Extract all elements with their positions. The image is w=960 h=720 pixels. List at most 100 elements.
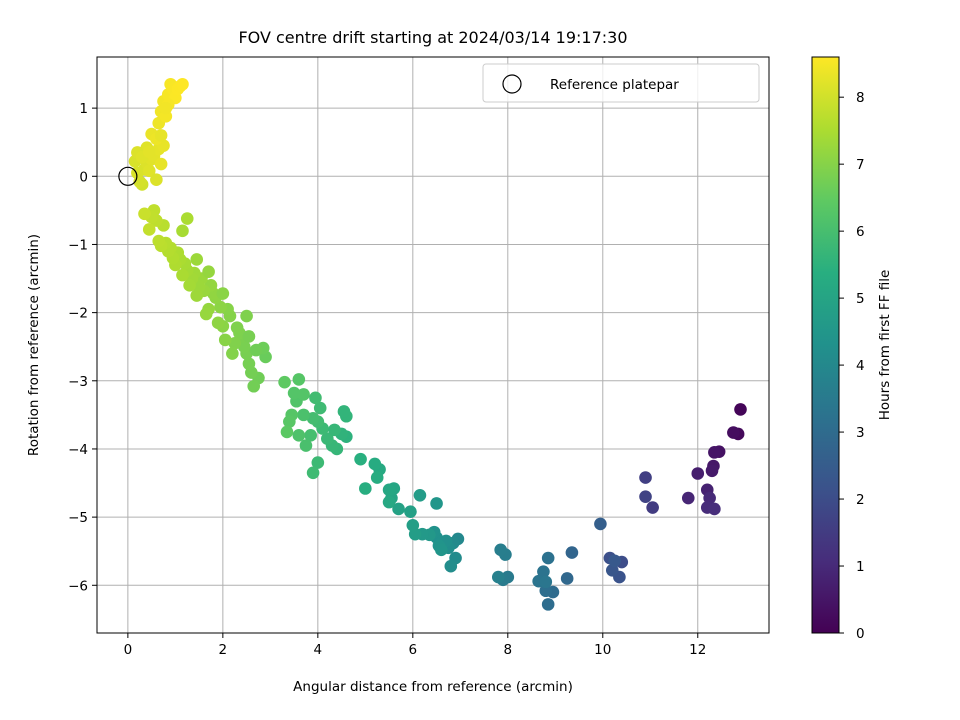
- data-point: [560, 572, 574, 585]
- data-point: [306, 466, 320, 480]
- data-point: [138, 207, 151, 221]
- x-tick-label: 10: [594, 642, 611, 658]
- data-point: [541, 598, 555, 611]
- colorbar-gradient: [811, 56, 840, 634]
- data-point: [382, 495, 396, 509]
- colorbar-tick-label: 2: [856, 492, 865, 508]
- data-point: [594, 517, 607, 531]
- data-point: [492, 570, 505, 584]
- data-point: [176, 77, 189, 91]
- x-tick-label: 0: [124, 642, 133, 658]
- data-point: [313, 401, 327, 415]
- data-point: [435, 543, 448, 557]
- data-point: [278, 375, 291, 389]
- data-point: [734, 403, 747, 416]
- legend-box: [482, 63, 760, 103]
- data-point: [681, 491, 695, 505]
- data-point: [159, 101, 173, 115]
- x-tick-label: 12: [689, 642, 706, 658]
- data-point: [297, 408, 310, 422]
- data-point: [646, 501, 659, 514]
- data-point: [382, 483, 396, 497]
- data-point: [708, 502, 721, 516]
- y-tick-label: −6: [68, 578, 88, 594]
- data-point: [176, 224, 189, 238]
- y-tick-label: −5: [68, 510, 88, 526]
- data-point: [152, 234, 166, 248]
- data-point: [237, 340, 251, 354]
- data-point: [608, 554, 621, 568]
- data-point: [199, 307, 213, 321]
- data-point: [639, 471, 652, 484]
- data-point: [368, 457, 382, 471]
- reference-marker: [118, 166, 138, 186]
- legend-entry: Reference platepar: [550, 77, 679, 93]
- data-point: [190, 289, 204, 302]
- data-point: [216, 287, 230, 300]
- data-point: [240, 309, 253, 323]
- colorbar-tick-label: 3: [856, 425, 865, 441]
- data-point: [142, 223, 156, 236]
- x-tick-label: 6: [409, 642, 418, 658]
- data-point: [703, 491, 716, 505]
- legend: Reference platepar: [482, 63, 760, 103]
- data-point: [142, 145, 156, 159]
- data-point: [299, 439, 313, 452]
- colorbar-tick-label: 4: [856, 358, 865, 374]
- data-point: [430, 497, 443, 510]
- legend-marker-icon: [502, 74, 522, 94]
- y-tick-label: −1: [68, 237, 88, 253]
- data-point: [154, 129, 168, 142]
- data-point: [537, 565, 550, 578]
- data-point: [691, 467, 705, 480]
- data-point: [539, 584, 553, 598]
- colorbar-label: Hours from first FF file: [877, 270, 893, 421]
- data-point: [494, 543, 507, 557]
- y-tick-label: 0: [79, 169, 88, 185]
- data-point: [370, 471, 384, 484]
- data-point: [280, 425, 294, 439]
- data-point: [190, 253, 204, 266]
- data-point: [242, 330, 256, 343]
- data-point: [539, 575, 553, 589]
- colorbar-tick-label: 1: [856, 559, 865, 575]
- colorbar-tick-label: 5: [856, 291, 865, 307]
- data-point: [565, 546, 579, 559]
- data-point: [413, 489, 427, 502]
- data-point: [406, 518, 420, 532]
- data-point: [404, 505, 417, 518]
- data-point: [309, 391, 322, 405]
- data-point: [292, 429, 306, 442]
- data-point: [180, 212, 194, 225]
- data-point: [249, 343, 263, 357]
- x-tick-label: 8: [504, 642, 513, 658]
- colorbar-tick-label: 0: [856, 626, 865, 642]
- x-axis-label: Angular distance from reference (arcmin): [293, 679, 573, 695]
- data-point: [211, 316, 225, 330]
- x-tick-label: 2: [219, 642, 228, 658]
- data-point: [228, 336, 242, 350]
- colorbar: 0 1 2 3 4 5 6 7 8 Hours from first FF file: [811, 56, 893, 642]
- data-point: [727, 426, 740, 439]
- y-tick-label: −4: [68, 442, 88, 458]
- data-point: [226, 347, 239, 360]
- data-point: [176, 268, 189, 282]
- data-point: [328, 423, 341, 437]
- data-point: [306, 411, 320, 425]
- y-axis-ticks: 1 0 −1 −2 −3 −4 −5 −6: [68, 101, 97, 594]
- data-point: [214, 300, 227, 314]
- colorbar-tick-label: 7: [856, 157, 865, 173]
- y-tick-label: −2: [68, 306, 88, 322]
- data-points: [128, 77, 747, 611]
- chart-title: FOV centre drift starting at 2024/03/14 …: [238, 28, 627, 47]
- data-point: [283, 415, 296, 428]
- colorbar-ticks: 0 1 2 3 4 5 6 7 8: [839, 90, 865, 642]
- data-point: [292, 373, 306, 386]
- data-point: [202, 265, 215, 279]
- data-point: [311, 456, 325, 469]
- colorbar-tick-label: 8: [856, 90, 865, 106]
- colorbar-tick-label: 6: [856, 224, 865, 240]
- data-point: [337, 405, 351, 418]
- data-point: [242, 357, 256, 371]
- data-point: [705, 464, 719, 478]
